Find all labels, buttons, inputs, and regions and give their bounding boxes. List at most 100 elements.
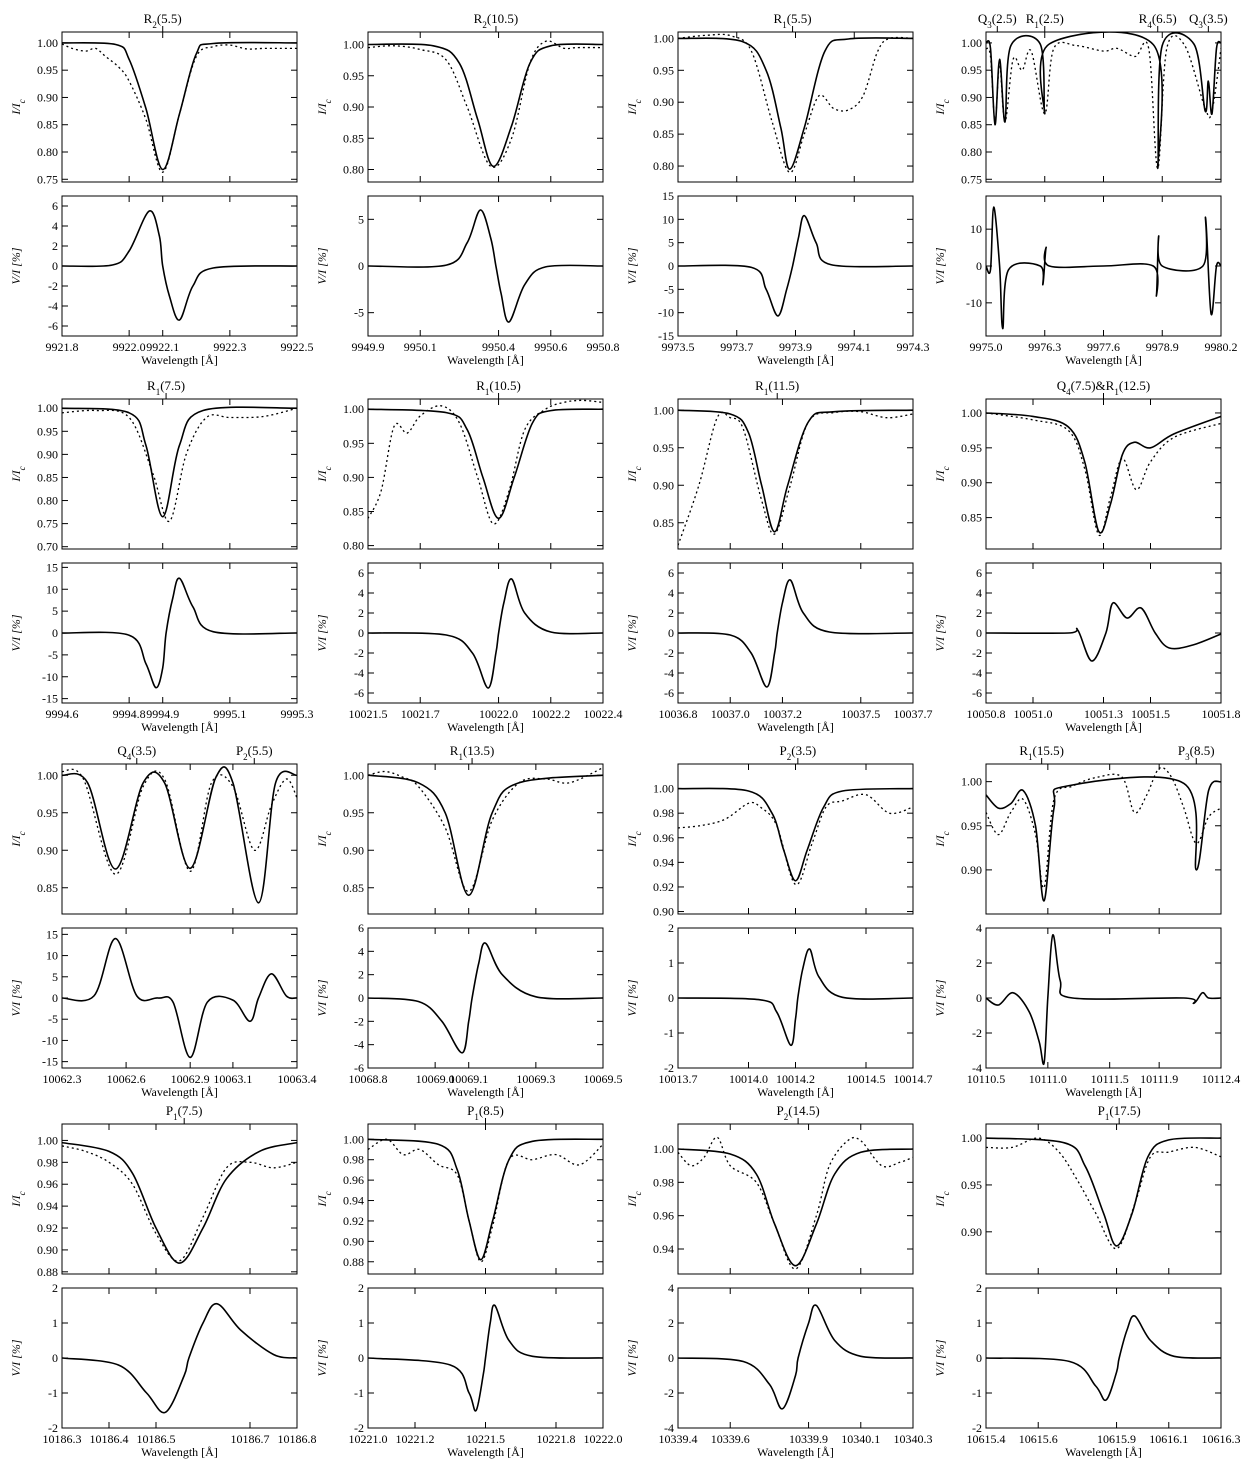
- panel-10: R1(13.5) 0.85 0.90 0.95 1.00 I/Ic -6 -4 -2 0 2 4 6 10…: [315, 743, 623, 1099]
- spectral-line-label: P1(17.5): [1098, 1103, 1141, 1122]
- y-tick-label: 0.90: [961, 1225, 982, 1239]
- y-tick-label: 0: [52, 991, 58, 1005]
- spectral-line-label: R1(7.5): [147, 378, 185, 397]
- x-tick-label: 10339.4: [659, 1432, 698, 1446]
- panel-3: R1(5.5) 0.80 0.85 0.90 0.95 1.00 I/Ic -15 -10 -5 0…: [625, 11, 930, 367]
- stokes-v-series: [62, 210, 297, 321]
- y-tick-label: -2: [48, 279, 58, 293]
- spectral-line-label: R1(10.5): [476, 378, 521, 397]
- y-tick-label: 0.90: [961, 476, 982, 490]
- y-tick-label: 0.90: [343, 470, 364, 484]
- y-tick-label: -4: [664, 1421, 674, 1435]
- y-tick-label: -15: [658, 329, 674, 343]
- y-tick-label: 0.95: [961, 1178, 982, 1192]
- y-tick-label: -2: [972, 1421, 982, 1435]
- x-axis-label: Wavelength [Å]: [1065, 353, 1142, 367]
- observed-intensity-series: [678, 410, 913, 546]
- intensity-axes-frame: [677, 398, 914, 550]
- y-tick-label: 0.80: [343, 163, 364, 177]
- x-tick-label: 10013.7: [659, 1072, 698, 1086]
- y-tick-label: -10: [42, 1033, 58, 1047]
- y-tick-label: 2: [358, 968, 364, 982]
- model-intensity-series: [678, 409, 913, 533]
- x-tick-label: 10063.4: [278, 1072, 317, 1086]
- spectral-line-label: P2(14.5): [777, 1103, 820, 1122]
- x-tick-label: 10340.3: [894, 1432, 933, 1446]
- y-tick-label: 0.85: [343, 131, 364, 145]
- x-tick-label: 10022.0: [479, 707, 518, 721]
- y-tick-label: 4: [976, 921, 982, 935]
- y-tick-label: 0: [668, 626, 674, 640]
- y-tick-label: 1: [976, 1316, 982, 1330]
- y-tick-label: -2: [972, 646, 982, 660]
- y-tick-label: 2: [668, 606, 674, 620]
- y-tick-label: 0.95: [343, 806, 364, 820]
- stokes-v-axis-label: V/I [%]: [9, 247, 23, 284]
- spectral-line-label: Q3(3.5): [1189, 11, 1228, 30]
- x-tick-label: 9974.3: [897, 340, 930, 354]
- y-tick-label: -2: [664, 1386, 674, 1400]
- x-tick-label: 9973.7: [720, 340, 753, 354]
- x-axis-label: Wavelength [Å]: [141, 1085, 218, 1099]
- y-tick-label: 0.95: [653, 63, 674, 77]
- x-tick-label: 9973.5: [662, 340, 695, 354]
- y-tick-label: 6: [52, 199, 58, 213]
- y-tick-label: -10: [42, 670, 58, 684]
- y-tick-label: 0.80: [37, 145, 58, 159]
- y-tick-label: 6: [976, 566, 982, 580]
- y-tick-label: 0.90: [343, 100, 364, 114]
- y-tick-label: 4: [976, 586, 982, 600]
- model-intensity-series: [986, 1137, 1221, 1247]
- y-tick-label: 1.00: [653, 1142, 674, 1156]
- stokes-v-series: [986, 602, 1221, 662]
- panel-5: R1(7.5) 0.70 0.75 0.80 0.85 0.90 0.95 1.00 I/Ic -…: [9, 378, 314, 734]
- x-tick-label: 9974.1: [838, 340, 871, 354]
- y-tick-label: -2: [354, 1421, 364, 1435]
- y-tick-label: -1: [354, 1386, 364, 1400]
- x-axis-label: Wavelength [Å]: [1065, 720, 1142, 734]
- x-axis-label: Wavelength [Å]: [757, 1445, 834, 1459]
- y-tick-label: -5: [664, 282, 674, 296]
- x-tick-label: 10186.4: [90, 1432, 129, 1446]
- x-tick-label: 10037.5: [841, 707, 880, 721]
- stokes-v-series: [678, 1304, 913, 1410]
- y-tick-label: -2: [48, 1421, 58, 1435]
- stokes-v-series: [368, 1304, 603, 1412]
- stokes-v-series: [62, 577, 297, 689]
- panel-13: P1(7.5) 0.88 0.90 0.92 0.94 0.96 0.98 1.00 I/Ic -…: [9, 1103, 317, 1459]
- x-tick-label: 9978.9: [1146, 340, 1179, 354]
- y-tick-label: 0: [52, 626, 58, 640]
- y-tick-label: 0.96: [37, 1177, 58, 1191]
- model-intensity-series: [986, 412, 1221, 534]
- x-tick-label: 9921.8: [46, 340, 79, 354]
- model-intensity-series: [368, 408, 603, 520]
- spectral-line-label: R4(6.5): [1139, 11, 1177, 30]
- y-tick-label: 0.92: [37, 1221, 58, 1235]
- y-tick-label: 0.70: [37, 540, 58, 554]
- intensity-axes-frame: [61, 1123, 298, 1275]
- intensity-axis-label: I/Ic: [625, 466, 643, 482]
- stokes-v-series: [986, 934, 1221, 1066]
- panel-11: P2(3.5) 0.90 0.92 0.94 0.96 0.98 1.00 I/Ic -2 -1 0…: [625, 743, 933, 1099]
- y-tick-label: -5: [48, 648, 58, 662]
- y-tick-label: 0.94: [653, 1242, 674, 1256]
- y-tick-label: 6: [668, 566, 674, 580]
- stokes-v-axis-label: V/I [%]: [933, 614, 947, 651]
- x-tick-label: 10186.5: [137, 1432, 176, 1446]
- y-tick-label: 0.75: [37, 517, 58, 531]
- intensity-axes-frame: [677, 763, 914, 915]
- stokes-v-axis-label: V/I [%]: [933, 1339, 947, 1376]
- x-axis-label: Wavelength [Å]: [447, 720, 524, 734]
- intensity-axis-label: I/Ic: [933, 831, 951, 847]
- x-tick-label: 10615.9: [1097, 1432, 1136, 1446]
- y-tick-label: 4: [668, 586, 674, 600]
- y-tick-label: 0.88: [37, 1265, 58, 1279]
- stokes-v-axis-label: V/I [%]: [933, 247, 947, 284]
- x-tick-label: 10111.5: [1091, 1072, 1129, 1086]
- x-tick-label: 10615.6: [1019, 1432, 1058, 1446]
- intensity-axes-frame: [367, 763, 604, 915]
- spectral-line-label: R1(5.5): [774, 11, 812, 30]
- y-tick-label: -5: [48, 1012, 58, 1026]
- intensity-axes-frame: [61, 763, 298, 915]
- y-tick-label: 0.85: [37, 118, 58, 132]
